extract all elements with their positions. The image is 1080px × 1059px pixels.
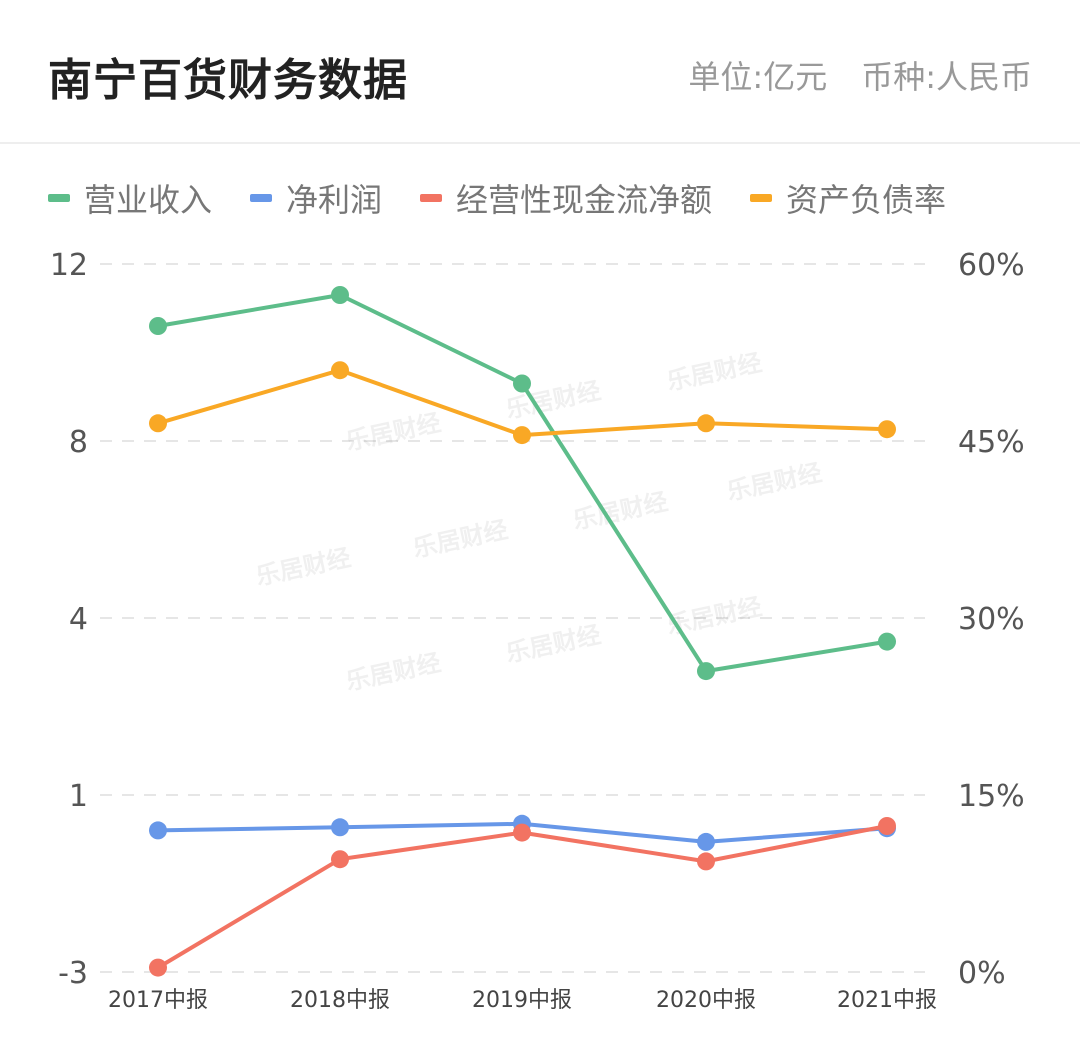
data-point-3 [149,414,167,433]
data-point-0 [878,632,896,651]
legend-item-cashflow[interactable]: 经营性现金流净额 [420,175,712,221]
chart-legend: 营业收入 净利润 经营性现金流净额 资产负债率 [48,176,946,220]
legend-swatch-cashflow [420,194,443,202]
x-tick-label: 2020中报 [656,988,756,1013]
data-point-3 [331,361,349,380]
y-right-tick-label: 45% [958,425,1025,460]
y-left-tick-label: 4 [69,602,88,637]
x-tick-label: 2021中报 [837,988,937,1013]
page-title: 南宁百货财务数据 [48,55,408,106]
data-point-2 [149,958,167,977]
data-point-1 [331,818,349,837]
watermark-text: 乐居财经 [664,349,764,396]
series-line-2 [156,824,889,970]
legend-label-net-profit: 净利润 [286,181,383,219]
data-point-3 [878,420,896,439]
watermark-text: 乐居财经 [410,516,510,563]
y-right-tick-label: 60% [958,248,1025,283]
watermark-text: 乐居财经 [253,544,353,591]
data-point-3 [513,426,531,445]
y-right-tick-label: 0% [958,956,1006,991]
watermark-text: 乐居财经 [724,459,824,506]
data-point-3 [697,414,715,433]
legend-label-cashflow: 经营性现金流净额 [456,181,713,219]
watermark-text: 乐居财经 [343,649,443,696]
data-point-2 [513,823,531,842]
data-point-0 [331,286,349,304]
legend-item-net-profit[interactable]: 净利润 [250,175,382,221]
y-left-tick-label: 1 [69,779,88,814]
watermark-text: 乐居财经 [570,488,670,535]
header-meta: 单位:亿元 币种:人民币 [688,52,1032,98]
x-tick-label: 2017中报 [108,988,208,1013]
data-point-0 [149,317,167,335]
currency-label: 币种:人民币 [861,58,1032,96]
y-right-tick-label: 15% [958,779,1025,814]
y-right-tick-label: 30% [958,602,1025,637]
data-point-0 [513,374,531,393]
legend-swatch-revenue [48,194,70,202]
legend-item-revenue[interactable]: 营业收入 [48,175,212,221]
data-point-2 [697,852,715,871]
data-point-2 [878,817,896,835]
legend-label-debt-ratio: 资产负债率 [786,181,947,219]
data-point-1 [149,821,167,840]
y-left-tick-label: 8 [69,425,88,460]
watermark-text: 乐居财经 [503,621,603,668]
y-left-tick-label: 12 [50,248,88,283]
y-left-tick-label: -3 [58,956,88,991]
x-tick-label: 2019中报 [472,988,572,1013]
watermark-text: 乐居财经 [343,409,443,456]
data-point-2 [331,850,349,869]
legend-swatch-debt-ratio [750,194,773,202]
legend-item-debt-ratio[interactable]: 资产负债率 [750,175,946,221]
data-point-0 [697,662,715,681]
legend-label-revenue: 营业收入 [84,181,213,219]
unit-label: 单位:亿元 [688,58,828,96]
data-point-1 [697,832,715,851]
legend-swatch-net-profit [250,194,273,202]
x-tick-label: 2018中报 [290,988,390,1013]
header: 南宁百货财务数据 单位:亿元 币种:人民币 [0,0,1080,144]
